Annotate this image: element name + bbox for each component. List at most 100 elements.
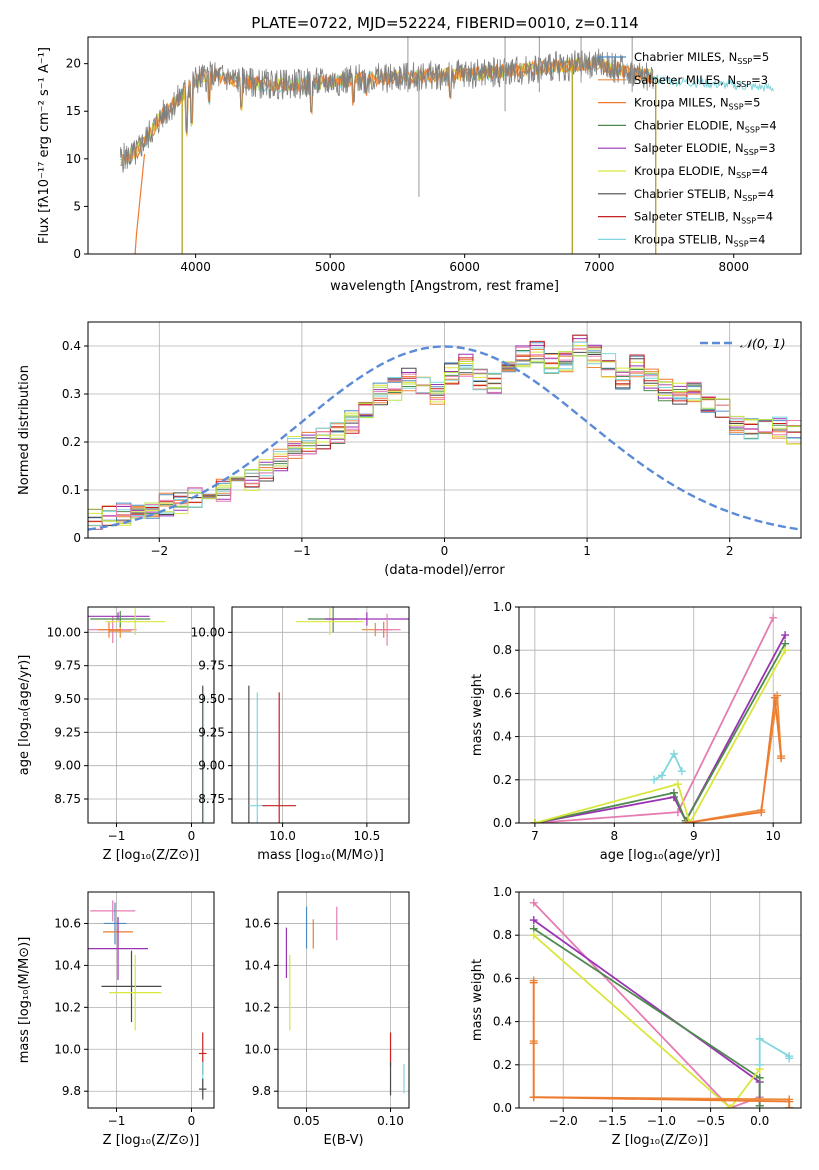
weight-marker (529, 931, 538, 940)
y-tick-label: 0.2 (493, 773, 512, 787)
x-tick-label: 0.0 (750, 1114, 769, 1128)
y-tick-label: 0.0 (493, 816, 512, 830)
weight-marker (530, 819, 539, 823)
weight-marker (529, 978, 538, 987)
x-tick-label: 8 (611, 829, 619, 843)
y-tick-label: 0 (73, 531, 81, 545)
weight-marker (777, 754, 786, 763)
error-bar-point (109, 954, 162, 1031)
panel-weight-vs-age: 7 8 9 10 0.0 0.2 0.4 0.6 0.8 1.0 age [log₁₀(age/yr… (470, 600, 802, 863)
x-tick-label: 2 (726, 544, 734, 558)
x-tick-label: −2.0 (549, 1114, 578, 1128)
y-tick-label: 10.6 (244, 916, 271, 930)
y-tick-label: 0.8 (493, 928, 512, 942)
y-axis-label: mass [log₁₀(M/M⊙)] (17, 937, 32, 1064)
weight-marker (755, 1101, 764, 1108)
plot-area-mass-vs-EBV (278, 892, 409, 1108)
y-tick-label: 9.75 (198, 659, 225, 673)
y-tick-label: 10.6 (54, 916, 81, 930)
y-tick-label: 8.75 (54, 792, 81, 806)
legend-label: Chabrier ELODIE, NSSP=4 (634, 118, 777, 134)
axes-frame-mass-vs-EBV (277, 891, 410, 1109)
legend-label: Kroupa STELIB, NSSP=4 (634, 232, 765, 248)
y-tick-label: 10.00 (191, 625, 225, 639)
y-tick-label: 0.0 (493, 1101, 512, 1115)
histogram-step-line (88, 348, 801, 524)
error-bar-point (262, 692, 297, 823)
weight-marker (770, 693, 779, 702)
y-tick-label: 9.8 (252, 1084, 271, 1098)
error-bar-point (90, 611, 151, 627)
weight-line (685, 695, 782, 823)
error-bar-point (88, 917, 148, 981)
y-tick-label: 10.2 (54, 1000, 81, 1014)
error-bar-point (199, 1078, 207, 1100)
y-tick-label: 0.1 (62, 483, 81, 497)
y-tick-label: 0 (73, 247, 81, 261)
y-tick-label: 20 (66, 57, 81, 71)
legend-label: Chabrier STELIB, NSSP=4 (634, 187, 774, 203)
legend-label: Kroupa ELODIE, NSSP=4 (634, 164, 768, 180)
error-bar-point (373, 613, 401, 646)
y-tick-label: 0.4 (493, 730, 512, 744)
x-tick-label: −1 (108, 1114, 126, 1128)
error-bar-point (105, 608, 166, 635)
weight-marker (785, 1054, 794, 1063)
model-start-line (134, 154, 146, 254)
y-tick-label: 10.0 (244, 1042, 271, 1056)
x-tick-label: 10.0 (269, 829, 296, 843)
error-bar-point (296, 608, 364, 635)
weight-marker (529, 898, 538, 907)
weight-marker (785, 1104, 794, 1108)
panel-mass-vs-Z: −1 0 9.8 10.0 10.2 10.4 10.6 Z [log₁₀(Z/Z⊙)] mas… (17, 891, 215, 1148)
y-tick-label: 0.4 (493, 1015, 512, 1029)
y-tick-label: 10.4 (54, 958, 81, 972)
error-bar-point (324, 612, 409, 626)
weight-marker (781, 631, 790, 640)
weight-marker (755, 1073, 764, 1082)
weight-marker (673, 780, 682, 789)
plot-area-weight-vs-age (519, 607, 801, 823)
x-tick-label: 0.10 (377, 1114, 404, 1128)
axes-frame-weight-vs-Z (518, 891, 802, 1109)
y-axis-label: mass weight (470, 674, 485, 756)
x-tick-label: 7000 (584, 260, 615, 274)
weight-marker (726, 1104, 735, 1108)
x-axis-label: Z [log₁₀(Z/Z⊙)] (103, 848, 200, 863)
plot-area-residuals (88, 322, 801, 538)
weight-marker (769, 613, 778, 622)
weight-marker (681, 819, 690, 823)
x-axis-label: wavelength [Angstrom, rest frame] (330, 279, 559, 294)
x-tick-label: −0.5 (696, 1114, 725, 1128)
x-axis-label: Z [log₁₀(Z/Z⊙)] (103, 1133, 200, 1148)
weight-marker (669, 749, 678, 758)
y-tick-label: 0.2 (493, 1058, 512, 1072)
legend-label: Chabrier MILES, NSSP=5 (634, 50, 769, 66)
weight-marker (529, 916, 538, 925)
y-tick-label: 10.4 (244, 958, 271, 972)
panel-age-vs-Z: −1 0 8.75 9.00 9.25 9.50 9.75 10.00 Z [log₁₀(Z/Z… (17, 606, 215, 863)
y-axis-label: Normed distribution (17, 365, 32, 495)
figure-title: PLATE=0722, MJD=52224, FIBERID=0010, z=0… (251, 14, 638, 32)
x-tick-label: −1.0 (647, 1114, 676, 1128)
y-tick-label: 15 (66, 104, 81, 118)
y-tick-label: 9.00 (198, 759, 225, 773)
y-tick-label: 8.75 (198, 792, 225, 806)
x-tick-label: 0 (188, 1114, 196, 1128)
x-tick-label: −1.5 (598, 1114, 627, 1128)
weight-line (533, 934, 761, 1108)
data-spectrum-line (119, 48, 654, 173)
legend-label: Salpeter ELODIE, NSSP=3 (634, 141, 776, 157)
weight-line (685, 697, 782, 823)
weight-marker (650, 775, 659, 784)
y-axis-label: age [log₁₀(age/yr)] (17, 655, 32, 776)
y-tick-label: 9.50 (198, 692, 225, 706)
legend-gaussian-label: 𝒩(0, 1) (740, 336, 786, 351)
panel-age-vs-mass: 10.0 10.5 8.75 9.00 9.25 9.50 9.75 10.00 mass [l… (191, 606, 410, 863)
y-tick-label: 9.00 (54, 759, 81, 773)
axes-frame-weight-vs-age (518, 606, 802, 824)
x-tick-label: 10.5 (353, 829, 380, 843)
y-tick-label: 0.2 (62, 435, 81, 449)
error-bar-point (103, 902, 127, 945)
